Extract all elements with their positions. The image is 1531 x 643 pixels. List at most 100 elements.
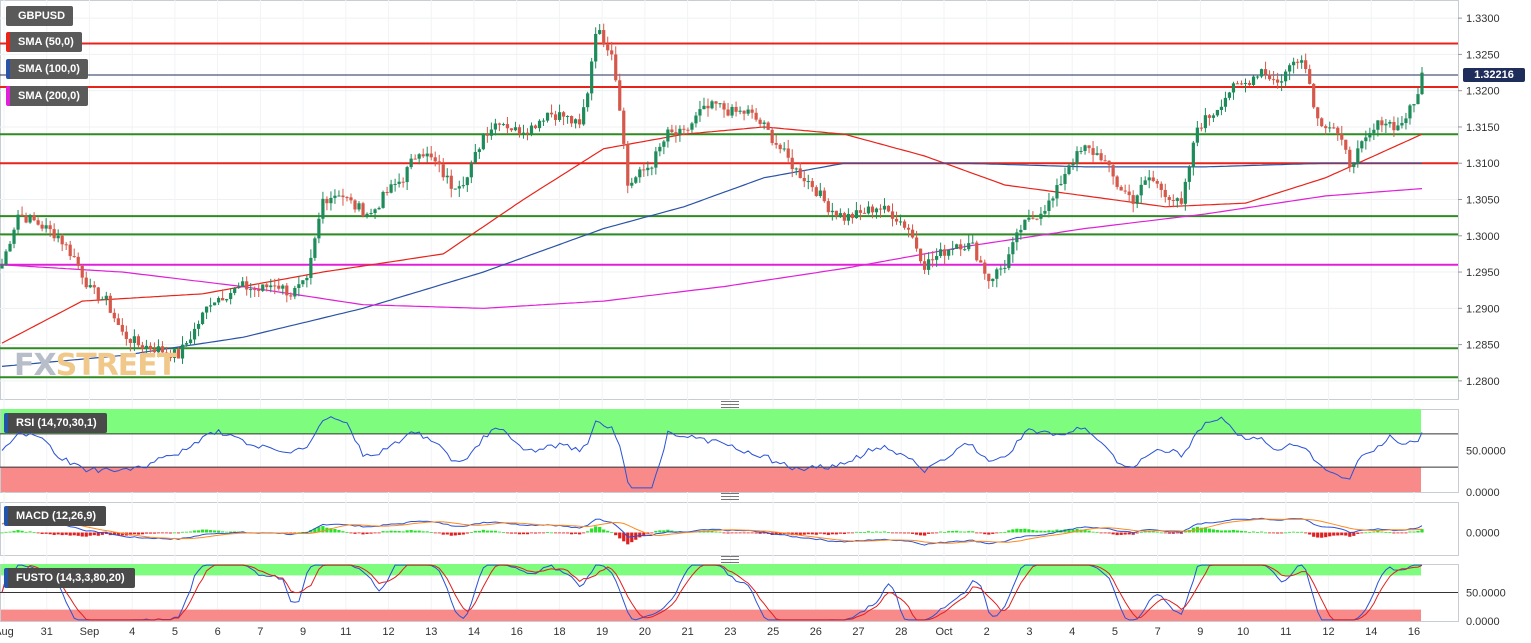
- macd-histogram-bar: [979, 532, 983, 534]
- macd-histogram-bar: [626, 532, 630, 545]
- candle-body: [802, 177, 806, 182]
- x-tick-label: 19: [596, 626, 608, 638]
- candle-body: [702, 105, 706, 110]
- macd-histogram-bar: [1288, 531, 1292, 533]
- macd-histogram-bar: [1372, 531, 1376, 533]
- candle-body: [164, 352, 169, 354]
- candle-body: [858, 210, 863, 213]
- candle-body: [144, 345, 149, 349]
- candle-body: [217, 298, 221, 303]
- macd-histogram-bar: [1111, 532, 1115, 535]
- candle-body: [100, 298, 104, 301]
- candle-body: [1111, 165, 1115, 177]
- x-tick-label: 7: [257, 626, 263, 638]
- candle-body: [96, 287, 100, 301]
- macd-histogram-bar: [1396, 532, 1400, 534]
- candle-body: [1344, 139, 1348, 150]
- candle-body: [975, 242, 979, 261]
- candle-body: [754, 112, 758, 120]
- candle-body: [389, 184, 393, 193]
- macd-histogram-bar: [437, 532, 441, 534]
- candle-body: [762, 122, 766, 124]
- macd-histogram-bar: [995, 532, 999, 534]
- macd-histogram-bar: [4, 531, 8, 533]
- x-tick-label: 5: [1112, 626, 1118, 638]
- macd-histogram-bar: [505, 532, 510, 534]
- candle-body: [425, 153, 429, 157]
- candle-body: [449, 175, 453, 189]
- macd-histogram-bar: [180, 531, 185, 533]
- candle-body: [726, 109, 730, 116]
- candle-body: [289, 295, 293, 297]
- candle-body: [188, 339, 193, 344]
- x-tick-label: 10: [1237, 626, 1249, 638]
- candle-body: [369, 213, 373, 215]
- macd-histogram-bar: [128, 532, 132, 536]
- candle-body: [955, 244, 959, 249]
- macd-histogram-bar: [208, 530, 213, 533]
- macd-histogram-bar: [606, 530, 610, 533]
- candle-body: [1211, 115, 1216, 118]
- macd-histogram-bar: [955, 530, 959, 533]
- candle-body: [1023, 219, 1027, 230]
- macd-histogram-bar: [172, 532, 177, 534]
- macd-histogram-bar: [951, 531, 955, 533]
- candle-body: [1372, 129, 1376, 134]
- macd-histogram-bar: [594, 526, 598, 533]
- y-tick-label: 1.3250: [1466, 49, 1500, 61]
- macd-histogram-bar: [610, 531, 614, 533]
- pane-resize-handle[interactable]: [721, 493, 739, 500]
- macd-histogram-bar: [1360, 532, 1364, 534]
- candle-body: [437, 161, 441, 165]
- macd-histogram-bar: [32, 532, 36, 534]
- candle-body: [221, 298, 225, 301]
- macd-histogram-bar: [84, 532, 88, 537]
- candle-body: [910, 229, 915, 238]
- macd-histogram-bar: [1099, 532, 1103, 534]
- candle-body: [582, 107, 586, 125]
- macd-histogram-bar: [999, 532, 1003, 534]
- candle-body: [1095, 153, 1099, 155]
- candle-body: [541, 120, 546, 122]
- candle-body: [549, 112, 554, 115]
- macd-histogram-bar: [742, 532, 746, 534]
- macd-histogram-bar: [878, 531, 883, 533]
- candle-body: [830, 210, 834, 213]
- candle-body: [345, 197, 349, 199]
- rsi-tick-label: 50.0000: [1466, 446, 1506, 458]
- candle-body: [553, 114, 558, 120]
- y-tick-label: 1.2950: [1466, 267, 1500, 279]
- sma50-label[interactable]: SMA (50,0): [6, 32, 82, 52]
- macd-histogram-bar: [666, 529, 670, 533]
- macd-histogram-bar: [947, 531, 951, 533]
- fusto-label[interactable]: FUSTO (14,3,3,80,20): [4, 568, 135, 588]
- macd-histogram-bar: [353, 532, 357, 534]
- pane-resize-handle[interactable]: [721, 401, 739, 408]
- candle-body: [578, 119, 582, 125]
- candle-body: [84, 277, 88, 288]
- candle-body: [4, 251, 8, 265]
- symbol-label[interactable]: GBPUSD: [6, 6, 74, 26]
- candle-body: [44, 225, 48, 229]
- candle-body: [565, 116, 570, 118]
- macd-histogram-bar: [541, 532, 546, 534]
- sma200-label[interactable]: SMA (200,0): [6, 86, 88, 106]
- macd-histogram-bar: [200, 529, 205, 533]
- rsi-label[interactable]: RSI (14,70,30,1): [4, 413, 107, 433]
- macd-histogram-bar: [714, 531, 718, 533]
- candle-body: [108, 295, 112, 313]
- macd-histogram-bar: [1159, 532, 1163, 534]
- macd-histogram-bar: [602, 529, 606, 533]
- candle-body: [902, 221, 907, 228]
- candle-body: [682, 128, 686, 130]
- sma100-label[interactable]: SMA (100,0): [6, 59, 88, 79]
- macd-histogram-bar: [902, 532, 907, 534]
- pane-resize-handle[interactable]: [721, 556, 739, 563]
- candle-body: [710, 101, 714, 109]
- candle-body: [385, 191, 389, 193]
- candle-body: [76, 256, 80, 266]
- macd-histogram-bar: [1271, 532, 1276, 534]
- macd-histogram-bar: [64, 532, 68, 535]
- macd-label[interactable]: MACD (12,26,9): [4, 506, 107, 526]
- x-tick-label: 14: [1365, 626, 1377, 638]
